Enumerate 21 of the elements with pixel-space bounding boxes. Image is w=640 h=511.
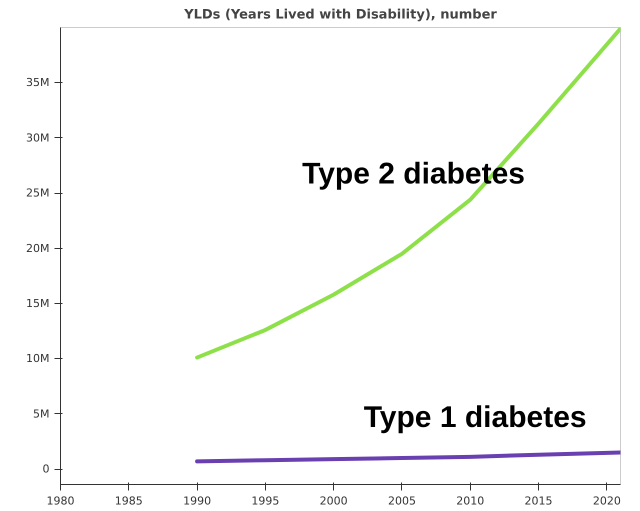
x-tick-label: 1995 (251, 494, 280, 508)
y-tick-label: 25M (26, 186, 50, 200)
chart-title: YLDs (Years Lived with Disability), number (183, 8, 498, 22)
y-tick-label: 0 (42, 462, 50, 476)
x-tick-label: 1990 (183, 494, 212, 508)
line-series (195, 28, 620, 360)
y-tick-label: 30M (26, 131, 50, 144)
y-tick-label: 10M (26, 352, 50, 366)
x-tick-label: 2000 (320, 494, 348, 508)
x-tick-label: 1980 (46, 494, 75, 508)
y-tick-label: 5M (33, 407, 50, 420)
x-tick-label: 2020 (592, 494, 621, 508)
line-series (195, 450, 620, 464)
y-tick-label: 20M (26, 242, 50, 255)
x-tick-label: 1985 (114, 494, 143, 508)
x-tick-label: 2010 (456, 494, 484, 508)
x-tick-label: 2015 (524, 494, 553, 508)
series-label: Type 1 diabetes (364, 401, 587, 434)
y-tick-label: 35M (26, 76, 50, 90)
y-tick-label: 15M (26, 296, 50, 310)
x-tick-label: 2005 (388, 494, 416, 508)
